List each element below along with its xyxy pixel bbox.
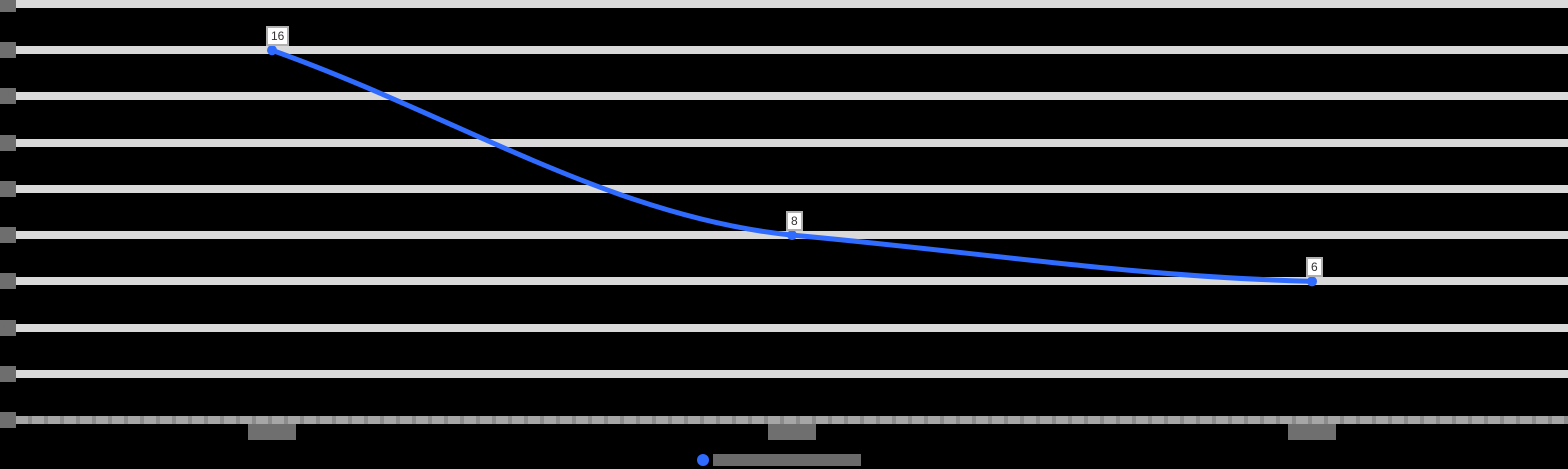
gridline	[16, 92, 1568, 101]
y-tick-label: 12	[0, 134, 16, 151]
data-point-marker[interactable]	[787, 230, 797, 241]
data-point-marker[interactable]	[267, 45, 277, 56]
x-tick-label	[1288, 424, 1336, 440]
x-tick-label	[248, 424, 296, 440]
y-tick-label: 6	[0, 273, 16, 290]
gridline	[16, 0, 1568, 8]
y-tick-label: 2	[0, 365, 16, 382]
gridline	[16, 323, 1568, 332]
y-tick-label: 4	[0, 319, 16, 336]
y-tick-label: 14	[0, 88, 16, 105]
y-tick-label: 16	[0, 42, 16, 59]
gridline	[16, 138, 1568, 147]
data-markers	[267, 45, 1317, 287]
legend-label	[713, 454, 861, 466]
y-tick-label: 8	[0, 227, 16, 244]
data-label: 8	[788, 213, 801, 230]
gridline	[16, 369, 1568, 378]
data-label: 16	[268, 28, 288, 45]
legend[interactable]	[697, 452, 861, 468]
y-tick-label: 10	[0, 180, 16, 197]
legend-swatch-icon	[697, 454, 709, 466]
x-tick-label	[768, 424, 816, 440]
gridline	[16, 184, 1568, 193]
data-point-marker[interactable]	[1307, 276, 1317, 287]
series-line	[269, 47, 1315, 284]
y-tick-label: 0	[0, 412, 16, 428]
x-axis-baseline	[16, 416, 1568, 424]
gridline	[16, 277, 1568, 286]
data-label: 6	[1308, 259, 1321, 276]
gridline	[16, 46, 1568, 55]
y-tick-label: 18	[0, 0, 16, 12]
